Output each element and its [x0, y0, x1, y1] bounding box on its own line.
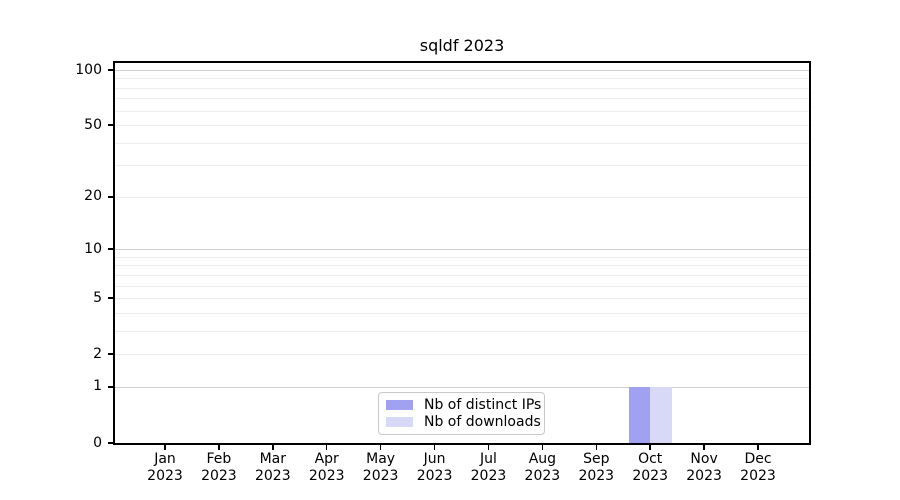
x-tick-label: Oct 2023: [618, 451, 682, 485]
x-tick-label-line: Aug: [528, 451, 557, 467]
x-tick-label: Jan 2023: [133, 451, 197, 485]
y-tick-label: 100: [75, 61, 102, 78]
y-tick-label: 1: [93, 378, 102, 395]
y-tick-mark: [108, 124, 115, 126]
legend-label-downloads: Nb of downloads: [424, 413, 541, 430]
legend-item-distinct-ips: Nb of distinct IPs: [386, 397, 541, 413]
x-tick-label-line: 2023: [254, 468, 291, 484]
minor-gridline: [115, 274, 809, 276]
x-tick-label: Apr 2023: [295, 451, 359, 485]
x-tick-mark: [379, 445, 382, 450]
x-tick-mark: [164, 445, 166, 450]
bar-downloads: [650, 386, 672, 443]
major-gridline: [115, 70, 809, 71]
minor-gridline: [115, 142, 809, 144]
x-tick-mark: [541, 445, 544, 450]
x-tick-label-line: 2023: [308, 468, 345, 484]
x-tick-mark: [325, 445, 328, 450]
y-tick-label: 0: [93, 434, 102, 451]
y-tick-mark: [108, 297, 115, 299]
x-tick-mark: [649, 445, 651, 450]
y-tick-label: 5: [93, 289, 102, 306]
y-tick-mark: [108, 353, 115, 355]
x-tick-label-line: Jul: [480, 451, 497, 467]
x-tick-label-line: 2023: [578, 468, 615, 484]
x-tick-mark: [433, 445, 436, 450]
x-tick-label-line: Nov: [690, 451, 718, 467]
minor-gridline: [115, 125, 809, 127]
y-tick-label: 20: [84, 188, 102, 205]
legend: Nb of distinct IPs Nb of downloads: [378, 392, 545, 435]
minor-gridline: [115, 256, 809, 258]
x-tick-mark: [595, 445, 598, 450]
minor-gridline: [115, 285, 809, 287]
x-tick-mark: [272, 445, 274, 450]
minor-gridline: [115, 78, 809, 80]
x-tick-label-line: 2023: [740, 468, 776, 484]
x-tick-label-line: May: [366, 451, 396, 467]
x-tick-mark: [703, 445, 705, 450]
minor-gridline: [115, 110, 809, 112]
minor-gridline: [115, 165, 809, 167]
x-tick-label-line: Mar: [259, 451, 287, 467]
minor-gridline: [115, 196, 809, 198]
minor-gridline: [115, 298, 809, 300]
x-tick-label: May 2023: [349, 451, 413, 485]
minor-gridline: [115, 265, 809, 267]
x-tick-label: Jul 2023: [456, 451, 520, 485]
x-tick-label-line: 2023: [632, 468, 668, 484]
x-tick-label: Feb 2023: [187, 451, 251, 485]
y-tick-label: 50: [84, 116, 102, 133]
y-tick-label: 10: [84, 240, 102, 257]
y-tick-label: 2: [93, 345, 102, 362]
y-tick-mark: [108, 196, 115, 198]
x-tick-label-line: 2023: [362, 468, 399, 484]
legend-label-distinct-ips: Nb of distinct IPs: [424, 397, 542, 414]
legend-swatch-distinct-ips: [386, 400, 413, 411]
x-tick-label: Dec 2023: [726, 451, 790, 485]
y-tick-mark: [108, 442, 115, 444]
chart-title: sqldf 2023: [419, 36, 505, 55]
x-tick-label: Sep 2023: [564, 451, 628, 485]
minor-gridline: [115, 98, 809, 100]
x-tick-label: Nov 2023: [672, 451, 736, 485]
x-tick-mark: [487, 445, 490, 450]
major-gridline: [115, 386, 809, 388]
x-tick-mark: [218, 445, 220, 450]
legend-swatch-downloads: [386, 416, 413, 427]
minor-gridline: [115, 312, 809, 314]
minor-gridline: [115, 87, 809, 89]
x-tick-label-line: 2023: [147, 468, 183, 484]
x-tick-label-line: 2023: [416, 468, 453, 484]
minor-gridline: [115, 330, 809, 332]
x-tick-label-line: 2023: [686, 468, 722, 484]
bar-distinct-ips: [628, 386, 651, 443]
x-tick-label-line: Feb: [206, 451, 232, 467]
x-tick-label-line: 2023: [524, 468, 561, 484]
plot-area: [113, 61, 811, 445]
x-tick-label-line: Apr: [314, 451, 339, 467]
x-tick-label: Aug 2023: [510, 451, 574, 485]
x-tick-label-line: 2023: [470, 468, 507, 484]
y-tick-mark: [108, 386, 115, 388]
x-tick-label-line: Jun: [423, 451, 446, 467]
x-tick-label-line: Oct: [638, 451, 663, 467]
x-tick-label-line: Sep: [583, 451, 610, 467]
y-tick-mark: [108, 248, 115, 250]
x-tick-label: Jun 2023: [403, 451, 467, 485]
x-tick-label: Mar 2023: [241, 451, 305, 485]
y-tick-mark: [108, 69, 115, 71]
legend-item-downloads: Nb of downloads: [386, 414, 541, 430]
x-tick-label-line: 2023: [201, 468, 237, 484]
x-tick-mark: [757, 445, 759, 450]
minor-gridline: [115, 354, 809, 356]
major-gridline: [115, 249, 809, 251]
x-tick-label-line: Dec: [744, 451, 772, 467]
x-tick-label-line: Jan: [154, 451, 176, 467]
